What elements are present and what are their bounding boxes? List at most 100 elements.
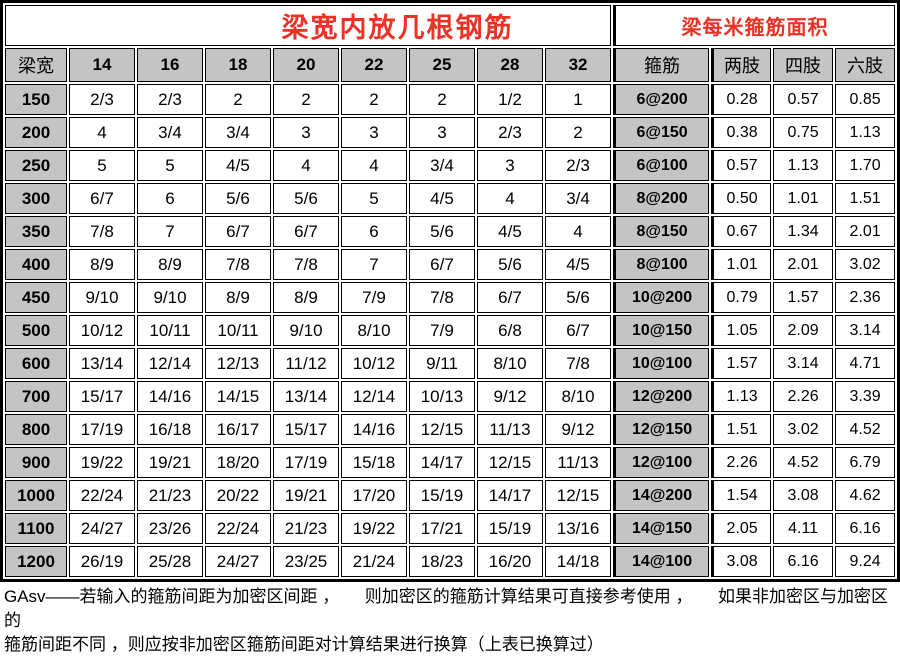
data-cell: 4/5 [409, 183, 475, 214]
data-cell: 24/27 [205, 546, 271, 577]
data-cell: 1.51 [711, 414, 772, 445]
data-cell: 8/9 [273, 282, 339, 313]
data-cell: 14/18 [545, 546, 612, 577]
data-cell: 4.62 [835, 480, 896, 511]
data-cell: 2 [409, 84, 475, 115]
data-cell: 3 [273, 117, 339, 148]
data-cell: 13/16 [545, 513, 612, 544]
data-cell: 2 [341, 84, 407, 115]
data-cell: 8/10 [545, 381, 612, 412]
data-cell: 0.38 [711, 117, 772, 148]
data-cell: 6/7 [409, 249, 475, 280]
column-header-18: 18 [205, 48, 271, 82]
data-cell: 11/13 [477, 414, 543, 445]
title-row: 梁宽内放几根钢筋 梁每米箍筋面积 [5, 5, 896, 46]
data-cell: 17/19 [273, 447, 339, 478]
data-cell: 3.39 [835, 381, 896, 412]
data-cell: 5/6 [477, 249, 543, 280]
stirrup-spec-cell: 14@150 [613, 513, 710, 544]
table-row: 350 7/8 7 6/7 6/7 6 5/6 4/5 4 8@150 0.67 1.34 2.01 [5, 216, 896, 247]
column-header-32: 32 [545, 48, 612, 82]
data-cell: 18/23 [409, 546, 475, 577]
column-header-箍筋: 箍筋 [613, 48, 710, 82]
beam-width-cell: 1100 [5, 513, 67, 544]
data-cell: 1.13 [835, 117, 896, 148]
data-cell: 4 [545, 216, 612, 247]
data-cell: 9/12 [545, 414, 612, 445]
data-cell: 12/15 [409, 414, 475, 445]
data-cell: 15/19 [409, 480, 475, 511]
table-row: 600 13/14 12/14 12/13 11/12 10/12 9/11 8/10 7/8 1… [5, 348, 896, 379]
data-cell: 19/22 [341, 513, 407, 544]
data-cell: 14/15 [205, 381, 271, 412]
beam-width-cell: 200 [5, 117, 67, 148]
column-header-四肢: 四肢 [773, 48, 834, 82]
data-cell: 13/14 [69, 348, 135, 379]
table-row: 500 10/12 10/11 10/11 9/10 8/10 7/9 6/8 6/7 10@15… [5, 315, 896, 346]
data-cell: 17/20 [341, 480, 407, 511]
stirrup-spec-cell: 12@150 [613, 414, 710, 445]
data-cell: 6/7 [477, 282, 543, 313]
stirrup-spec-cell: 6@100 [613, 150, 710, 181]
data-cell: 9/10 [137, 282, 203, 313]
data-cell: 8/10 [341, 315, 407, 346]
data-cell: 6/7 [273, 216, 339, 247]
data-cell: 7/8 [545, 348, 612, 379]
data-cell: 10/11 [205, 315, 271, 346]
column-header-beam-width: 梁宽 [5, 48, 67, 82]
data-cell: 3/4 [205, 117, 271, 148]
data-cell: 14/16 [137, 381, 203, 412]
column-header-两肢: 两肢 [711, 48, 772, 82]
data-cell: 19/22 [69, 447, 135, 478]
data-cell: 23/25 [273, 546, 339, 577]
data-cell: 12/14 [341, 381, 407, 412]
beam-width-cell: 150 [5, 84, 67, 115]
column-header-六肢: 六肢 [835, 48, 896, 82]
data-cell: 3 [477, 150, 543, 181]
data-cell: 10/12 [341, 348, 407, 379]
data-cell: 19/21 [137, 447, 203, 478]
data-cell: 22/24 [69, 480, 135, 511]
table-row: 900 19/22 19/21 18/20 17/19 15/18 14/17 12/15 11… [5, 447, 896, 478]
stirrup-spec-cell: 8@150 [613, 216, 710, 247]
stirrup-spec-cell: 14@200 [613, 480, 710, 511]
data-cell: 19/21 [273, 480, 339, 511]
data-cell: 4 [341, 150, 407, 181]
data-cell: 7/8 [205, 249, 271, 280]
data-cell: 2/3 [545, 150, 612, 181]
data-cell: 23/26 [137, 513, 203, 544]
beam-width-cell: 250 [5, 150, 67, 181]
table-row: 200 4 3/4 3/4 3 3 3 2/3 2 6@150 0.38 0.75 1.13 [5, 117, 896, 148]
data-cell: 13/14 [273, 381, 339, 412]
data-cell: 2/3 [69, 84, 135, 115]
beam-width-cell: 900 [5, 447, 67, 478]
data-cell: 6.79 [835, 447, 896, 478]
table-title-left: 梁宽内放几根钢筋 [5, 5, 612, 46]
data-cell: 8/10 [477, 348, 543, 379]
data-cell: 14/17 [409, 447, 475, 478]
data-cell: 9/10 [273, 315, 339, 346]
data-cell: 3 [409, 117, 475, 148]
data-cell: 6/8 [477, 315, 543, 346]
column-header-row: 梁宽 14 16 18 20 22 25 28 32 箍筋 两肢 四肢 六肢 [5, 48, 896, 82]
data-cell: 7/8 [409, 282, 475, 313]
stirrup-spec-cell: 6@150 [613, 117, 710, 148]
data-cell: 3.02 [835, 249, 896, 280]
data-cell: 6 [341, 216, 407, 247]
data-cell: 12/14 [137, 348, 203, 379]
data-cell: 0.67 [711, 216, 772, 247]
data-cell: 4 [477, 183, 543, 214]
data-cell: 6/7 [205, 216, 271, 247]
data-cell: 6/7 [69, 183, 135, 214]
beam-width-cell: 300 [5, 183, 67, 214]
data-cell: 9.24 [835, 546, 896, 577]
data-cell: 5 [341, 183, 407, 214]
data-cell: 0.79 [711, 282, 772, 313]
data-cell: 5 [137, 150, 203, 181]
data-cell: 3/4 [137, 117, 203, 148]
data-cell: 12/15 [545, 480, 612, 511]
data-cell: 3 [341, 117, 407, 148]
beam-width-cell: 600 [5, 348, 67, 379]
data-cell: 10/13 [409, 381, 475, 412]
data-cell: 16/20 [477, 546, 543, 577]
